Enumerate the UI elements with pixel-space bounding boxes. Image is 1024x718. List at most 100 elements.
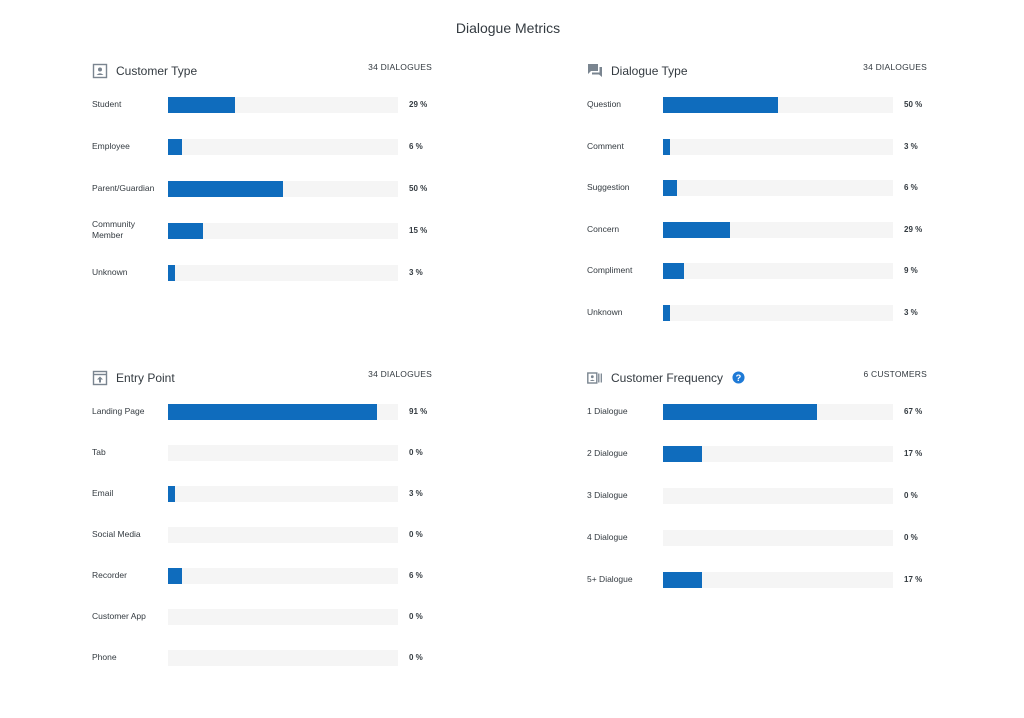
- category-label: Customer App: [92, 611, 146, 621]
- bar-track: [663, 530, 893, 546]
- percent-label: 0 %: [409, 530, 423, 539]
- percent-label: 29 %: [409, 100, 428, 109]
- bar-fill: [663, 97, 778, 113]
- bar-row: Concern 29 %: [587, 220, 927, 240]
- percent-label: 15 %: [409, 226, 428, 235]
- bar-track: [168, 445, 398, 461]
- bar-fill: [663, 221, 730, 238]
- bar-row: 1 Dialogue 67 %: [587, 402, 927, 422]
- bar-fill: [168, 404, 378, 420]
- percent-label: 17 %: [904, 449, 923, 458]
- percent-label: 50 %: [904, 100, 923, 109]
- person-card-icon: [92, 63, 108, 79]
- bar-fill: [663, 446, 703, 462]
- entry-point-panel: Entry Point 34 DIALOGUES Landing Page 91 % T…: [92, 368, 432, 666]
- bar-track: [168, 609, 398, 625]
- bar-track: [168, 139, 398, 155]
- category-label: Suggestion: [587, 182, 630, 192]
- bar-fill: [168, 223, 203, 239]
- entry-upload-icon: [92, 370, 108, 386]
- panel-title: Entry Point: [116, 371, 175, 385]
- percent-label: 0 %: [904, 533, 918, 542]
- bar-fill: [663, 263, 684, 279]
- bar-row: 3 Dialogue 0 %: [587, 486, 927, 506]
- bar-row: 2 Dialogue 17 %: [587, 444, 927, 464]
- bar-track: [168, 181, 398, 197]
- panel-title: Customer Frequency: [611, 371, 724, 385]
- category-label: Recorder: [92, 570, 127, 580]
- bar-track: [663, 304, 893, 321]
- panel-count: 6 CUSTOMERS: [863, 369, 927, 379]
- bar-row: Community Member 15 %: [92, 219, 432, 241]
- bar-track: [663, 180, 893, 196]
- bar-track: [168, 404, 398, 420]
- bar-track: [168, 568, 398, 584]
- bar-fill: [168, 486, 175, 502]
- bar-fill: [168, 139, 182, 155]
- category-label: Phone: [92, 652, 117, 662]
- bar-row: Phone 0 %: [92, 648, 432, 668]
- bar-track: [168, 223, 398, 239]
- bar-row: Compliment 9 %: [587, 261, 927, 281]
- category-label: Question: [587, 99, 622, 109]
- bar-track: [663, 404, 893, 420]
- id-list-icon: [587, 370, 603, 386]
- bar-row: Landing Page 91 %: [92, 402, 432, 422]
- percent-label: 50 %: [409, 184, 428, 193]
- category-label: Concern: [587, 223, 620, 234]
- bar-row: Parent/Guardian 50 %: [92, 179, 432, 199]
- percent-label: 3 %: [904, 141, 918, 151]
- category-label: Tab: [92, 447, 106, 457]
- percent-label: 6 %: [904, 183, 918, 192]
- bar-track: [168, 97, 398, 113]
- customer-frequency-panel: Customer Frequency? 6 CUSTOMERS 1 Dialogue…: [587, 368, 927, 588]
- bar-track: [663, 572, 893, 588]
- category-label: Community Member: [92, 219, 135, 240]
- help-icon[interactable]: ?: [732, 371, 745, 384]
- category-label: 2 Dialogue: [587, 448, 628, 458]
- bar-track: [168, 265, 398, 281]
- panel-header: Dialogue Type 34 DIALOGUES: [587, 61, 927, 81]
- category-label: 1 Dialogue: [587, 406, 628, 416]
- panel-title: Customer Type: [116, 64, 198, 78]
- bar-fill: [663, 404, 818, 420]
- bar-fill: [663, 138, 670, 155]
- bar-fill: [168, 97, 235, 113]
- dialogue-type-panel: Dialogue Type 34 DIALOGUES Question 50 % Com…: [587, 61, 927, 321]
- bar-row: Unknown 3 %: [92, 263, 432, 283]
- panel-header: Customer Type 34 DIALOGUES: [92, 61, 432, 81]
- percent-label: 0 %: [409, 448, 423, 457]
- percent-label: 0 %: [409, 653, 423, 662]
- panel-header: Customer Frequency? 6 CUSTOMERS: [587, 368, 927, 388]
- percent-label: 0 %: [409, 612, 423, 621]
- bar-row: Question 50 %: [587, 95, 927, 115]
- bar-row: Suggestion 6 %: [587, 178, 927, 198]
- category-label: Landing Page: [92, 406, 145, 416]
- bar-row: Social Media 0 %: [92, 525, 432, 545]
- percent-label: 91 %: [409, 407, 428, 416]
- bar-track: [168, 527, 398, 543]
- bar-row: Customer App 0 %: [92, 607, 432, 627]
- bar-row: Tab 0 %: [92, 443, 432, 463]
- chat-bubbles-icon: [587, 63, 603, 79]
- category-label: Comment: [587, 140, 624, 151]
- bar-track: [663, 221, 893, 238]
- percent-label: 6 %: [409, 571, 423, 580]
- bar-fill: [663, 572, 703, 588]
- bar-fill: [168, 568, 182, 584]
- category-label: Email: [92, 488, 114, 498]
- svg-text:?: ?: [736, 373, 742, 383]
- bar-track: [168, 486, 398, 502]
- category-label: Employee: [92, 141, 130, 151]
- bar-row: Unknown 3 %: [587, 303, 927, 323]
- category-label: Compliment: [587, 265, 633, 275]
- category-label: Unknown: [92, 267, 128, 277]
- category-label: 3 Dialogue: [587, 490, 628, 500]
- bar-row: 5+ Dialogue 17 %: [587, 570, 927, 590]
- panel-header: Entry Point 34 DIALOGUES: [92, 368, 432, 388]
- bar-track: [663, 488, 893, 504]
- customer-type-panel: Customer Type 34 DIALOGUES Student 29 % Empl…: [92, 61, 432, 281]
- category-label: Student: [92, 99, 122, 109]
- percent-label: 0 %: [904, 491, 918, 500]
- percent-label: 17 %: [904, 575, 923, 584]
